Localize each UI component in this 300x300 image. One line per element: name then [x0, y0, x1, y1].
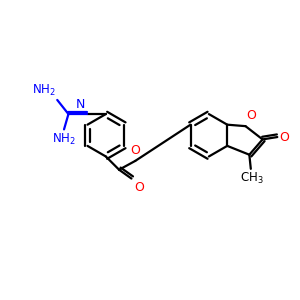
Text: NH$_2$: NH$_2$ — [32, 82, 56, 98]
Text: N: N — [76, 98, 85, 110]
Text: O: O — [280, 130, 290, 143]
Text: NH$_2$: NH$_2$ — [52, 132, 76, 147]
Text: O: O — [134, 181, 144, 194]
Text: O: O — [130, 144, 140, 157]
Text: O: O — [247, 109, 256, 122]
Text: CH$_3$: CH$_3$ — [239, 171, 263, 186]
